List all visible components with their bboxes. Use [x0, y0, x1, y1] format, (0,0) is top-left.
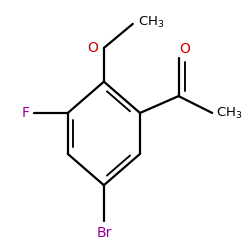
Text: CH$_3$: CH$_3$	[216, 106, 242, 120]
Text: CH$_3$: CH$_3$	[138, 15, 164, 30]
Text: Br: Br	[96, 226, 112, 240]
Text: O: O	[87, 41, 98, 55]
Text: O: O	[180, 42, 190, 56]
Text: F: F	[21, 106, 29, 120]
